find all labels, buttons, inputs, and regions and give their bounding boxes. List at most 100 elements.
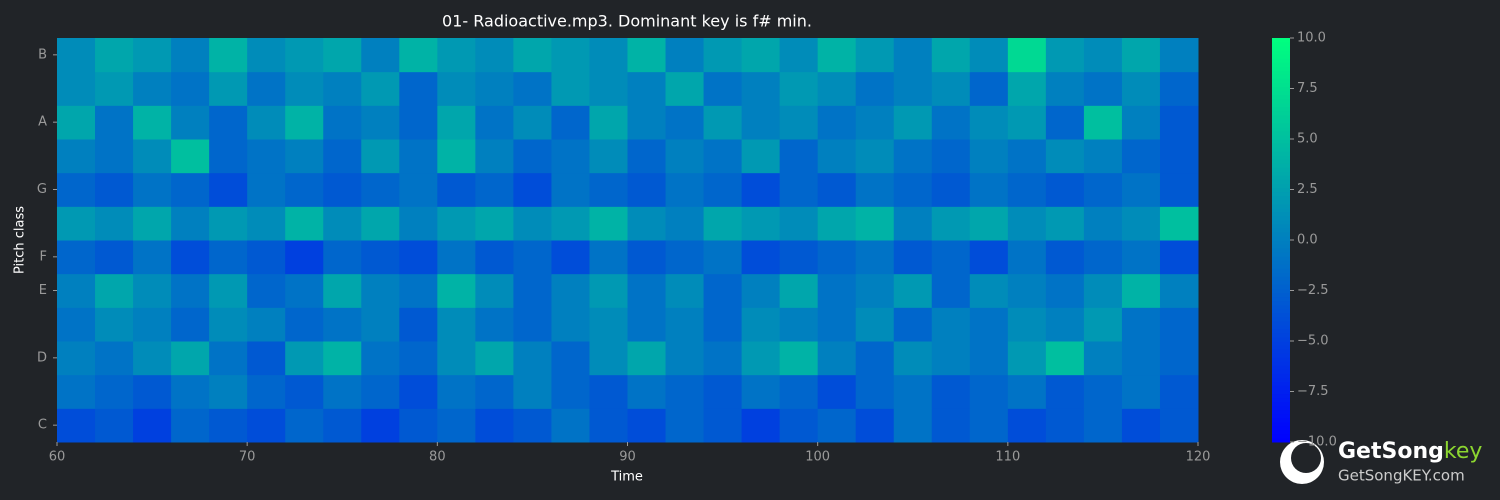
- x-tick-label: 70: [239, 450, 256, 465]
- colorbar-segment: [1272, 244, 1290, 249]
- heatmap-cell: [931, 374, 971, 409]
- colorbar-segment: [1272, 369, 1290, 374]
- heatmap-cell: [779, 172, 819, 207]
- heatmap-cell: [931, 206, 971, 241]
- colorbar-segment: [1272, 54, 1290, 59]
- heatmap-cell: [171, 273, 210, 308]
- heatmap-cell: [1159, 341, 1199, 376]
- heatmap-cell: [171, 307, 210, 342]
- colorbar-segment: [1272, 98, 1290, 104]
- heatmap-cell: [133, 206, 172, 241]
- heatmap-cell: [703, 206, 743, 241]
- heatmap-cell: [133, 307, 172, 342]
- heatmap-cell: [399, 341, 438, 376]
- heatmap-cell: [95, 105, 134, 140]
- heatmap-cell: [1159, 374, 1199, 409]
- heatmap-cell: [627, 105, 667, 140]
- heatmap-cell: [741, 38, 781, 73]
- colorbar-tick-label: −2.5: [1297, 283, 1329, 298]
- heatmap-cell: [551, 38, 590, 73]
- heatmap-cell: [133, 408, 172, 443]
- heatmap-cell: [1159, 307, 1199, 342]
- heatmap-cell: [437, 38, 476, 73]
- heatmap-cell: [1007, 139, 1047, 174]
- colorbar-segment: [1272, 58, 1290, 63]
- heatmap-cell: [589, 273, 628, 308]
- colorbar-segment: [1272, 256, 1290, 261]
- heatmap-cell: [475, 38, 514, 73]
- heatmap-cell: [285, 172, 324, 207]
- heatmap-cell: [323, 105, 362, 140]
- heatmap-cell: [969, 172, 1009, 207]
- heatmap-cell: [323, 374, 362, 409]
- heatmap-cell: [475, 341, 514, 376]
- heatmap-cell: [931, 105, 971, 140]
- heatmap-cell: [247, 172, 286, 207]
- heatmap-cell: [285, 341, 324, 376]
- heatmap-cell: [893, 105, 933, 140]
- y-tick-label: B: [38, 47, 47, 62]
- heatmap-cell: [969, 38, 1009, 73]
- heatmap-cell: [285, 38, 324, 73]
- heatmap-cell: [1083, 374, 1123, 409]
- heatmap-cell: [1159, 105, 1199, 140]
- heatmap-cell: [323, 206, 362, 241]
- colorbar-segment: [1272, 276, 1290, 281]
- heatmap-cell: [361, 105, 400, 140]
- heatmap-cell: [1045, 71, 1085, 106]
- heatmap-cell: [589, 71, 628, 106]
- heatmap-cell: [57, 341, 96, 376]
- heatmap-cell: [285, 408, 324, 443]
- heatmap-cell: [399, 105, 438, 140]
- colorbar-segment: [1272, 421, 1290, 427]
- heatmap-cell: [893, 71, 933, 106]
- heatmap-cell: [437, 341, 476, 376]
- colorbar-segment: [1272, 147, 1290, 152]
- heatmap-cell: [551, 172, 590, 207]
- heatmap-cell: [1007, 408, 1047, 443]
- heatmap-cell: [247, 273, 286, 308]
- colorbar-segment: [1272, 300, 1290, 306]
- heatmap-cell: [969, 206, 1009, 241]
- colorbar-segment: [1272, 171, 1290, 176]
- colorbar-segment: [1272, 373, 1290, 378]
- heatmap-cell: [513, 341, 552, 376]
- heatmap-cell: [779, 341, 819, 376]
- heatmap-cell: [361, 71, 400, 106]
- colorbar-tick-label: 7.5: [1297, 81, 1318, 96]
- heatmap-cell: [551, 307, 590, 342]
- heatmap-cell: [665, 38, 705, 73]
- heatmap-cell: [1045, 341, 1085, 376]
- heatmap-cell: [1159, 38, 1199, 73]
- heatmap-cell: [627, 240, 667, 275]
- colorbar-segment: [1272, 413, 1290, 419]
- heatmap-cell: [665, 172, 705, 207]
- heatmap-cell: [779, 307, 819, 342]
- colorbar-segment: [1272, 324, 1290, 330]
- heatmap-cell: [1083, 71, 1123, 106]
- colorbar-segment: [1272, 425, 1290, 431]
- heatmap-cell: [513, 139, 552, 174]
- heatmap-cell: [817, 273, 857, 308]
- heatmap-cell: [361, 408, 400, 443]
- heatmap-cell: [361, 206, 400, 241]
- heatmap-cell: [817, 240, 857, 275]
- heatmap-cell: [133, 374, 172, 409]
- colorbar-segment: [1272, 191, 1290, 197]
- heatmap-cell: [893, 374, 933, 409]
- heatmap-cell: [855, 139, 895, 174]
- y-tick-label: C: [38, 418, 47, 433]
- heatmap-cell: [57, 139, 96, 174]
- heatmap-cell: [475, 105, 514, 140]
- colorbar-segment: [1272, 393, 1290, 399]
- heatmap-cell: [855, 38, 895, 73]
- heatmap-cell: [627, 71, 667, 106]
- heatmap-cell: [171, 38, 210, 73]
- heatmap-cell: [551, 240, 590, 275]
- heatmap-cell: [285, 105, 324, 140]
- heatmap-cell: [703, 307, 743, 342]
- heatmap-cell: [627, 307, 667, 342]
- heatmap-cell: [589, 341, 628, 376]
- heatmap-cell: [247, 307, 286, 342]
- heatmap-cell: [133, 273, 172, 308]
